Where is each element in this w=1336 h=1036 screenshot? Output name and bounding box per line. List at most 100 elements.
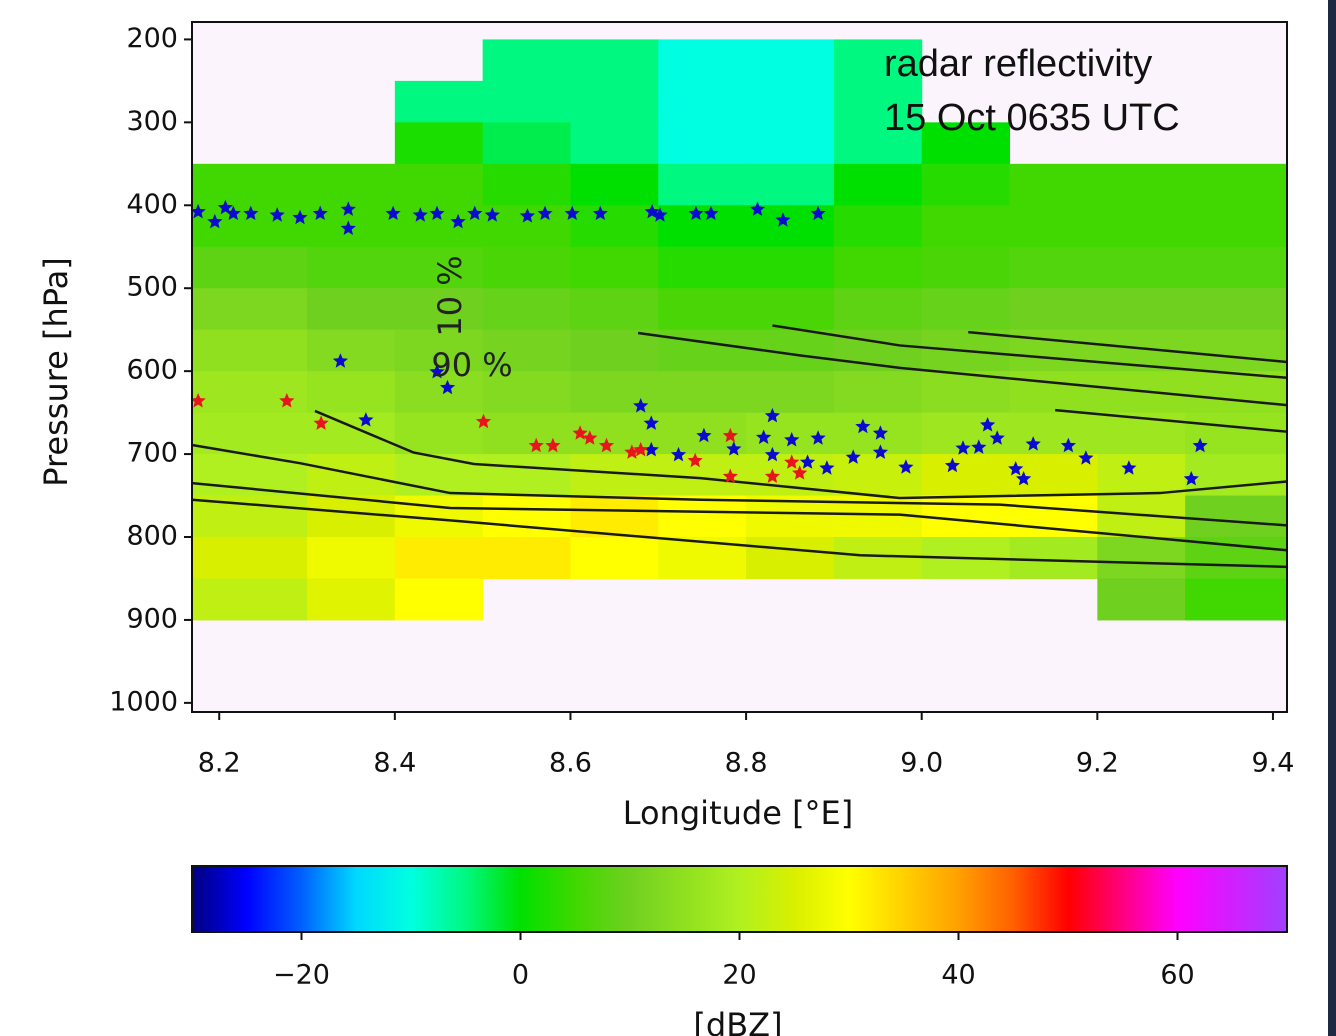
heat-cell [746,537,834,579]
heat-cell [1010,288,1098,330]
heat-cell [834,454,922,496]
heat-cell [746,413,834,455]
heat-cell [1185,205,1287,247]
heat-cell [483,288,571,330]
heat-cell [307,330,395,372]
heat-cell [570,371,658,413]
heat-cell [1097,288,1185,330]
heat-cell [192,330,308,372]
colorbar-tick-label: 20 [722,960,756,991]
heat-cell [483,413,571,455]
heat-cell [658,496,746,538]
heat-cell [922,454,1010,496]
heat-cell [658,122,746,164]
heat-cell [570,537,658,579]
heat-cell [570,330,658,372]
heat-cell [922,496,1010,538]
heat-cell [658,288,746,330]
heat-cell [1010,205,1098,247]
heat-cell [1185,247,1287,289]
x-tick-label: 9.0 [900,748,943,779]
heat-cell [746,81,834,123]
heat-cell [1010,247,1098,289]
y-tick-label: 200 [126,23,178,54]
heat-cell [483,81,571,123]
heat-cell [922,164,1010,206]
heat-cell [483,537,571,579]
heat-cell [834,205,922,247]
heat-cell [1010,164,1098,206]
heat-cell [570,81,658,123]
heat-cell [192,164,308,206]
heat-cell [192,537,308,579]
heat-cell [1185,330,1287,372]
heat-cell [746,39,834,81]
colorbar-tick-label: 40 [941,960,975,991]
x-tick-label: 8.2 [198,748,241,779]
heat-cell [1010,413,1098,455]
heat-cell [1097,247,1185,289]
heat-cell [658,247,746,289]
heat-cell [483,122,571,164]
heat-cell [658,330,746,372]
heat-cell [570,39,658,81]
x-tick-label: 8.8 [725,748,768,779]
colorbar-tick-label: 0 [512,960,529,991]
heat-cell [1097,537,1185,579]
heat-cell [1097,164,1185,206]
heat-cell [483,496,571,538]
heat-cell [483,454,571,496]
y-tick-label: 300 [126,106,178,137]
x-tick-label: 9.4 [1251,748,1294,779]
heat-cell [746,164,834,206]
heat-cell [834,537,922,579]
heat-cell [1185,496,1287,538]
heat-cell [658,81,746,123]
y-tick-label: 400 [126,189,178,220]
y-tick-label: 1000 [109,686,178,717]
heat-cell [307,288,395,330]
heat-cell [307,537,395,579]
heat-cell [746,371,834,413]
colorbar [192,866,1287,932]
heat-cell [395,413,483,455]
heat-cell [483,39,571,81]
heat-cell [192,371,308,413]
heat-cell [570,247,658,289]
y-tick-label: 800 [126,521,178,552]
heat-cell [922,205,1010,247]
heat-cell [395,578,483,620]
heat-cell [570,288,658,330]
x-axis-label: Longitude [°E] [623,794,854,832]
annotation: 15 Oct 0635 UTC [884,97,1180,139]
heat-cell [395,81,483,123]
heat-cell [658,371,746,413]
annotation: radar reflectivity [884,43,1152,85]
heat-cell [395,122,483,164]
heat-cell [658,39,746,81]
contour-label: 90 % [431,346,512,384]
heat-cell [922,288,1010,330]
y-tick-label: 700 [126,438,178,469]
y-tick-label: 500 [126,272,178,303]
heat-cell [658,164,746,206]
colorbar-tick-label: 60 [1160,960,1194,991]
contour-label: 10 % [431,255,469,336]
heat-cell [483,164,571,206]
heat-cell [1010,537,1098,579]
heat-cell [570,122,658,164]
heat-cell [1185,578,1287,620]
heat-cell [483,247,571,289]
colorbar-label: [dBZ] [693,1006,782,1036]
heat-cell [922,247,1010,289]
heat-cell [192,578,308,620]
heat-cell [1097,205,1185,247]
heat-cell [834,371,922,413]
heat-cell [395,164,483,206]
heat-cell [1185,164,1287,206]
heat-cell [1010,371,1098,413]
heat-cell [192,288,308,330]
heat-cell [570,164,658,206]
x-tick-label: 8.4 [373,748,416,779]
